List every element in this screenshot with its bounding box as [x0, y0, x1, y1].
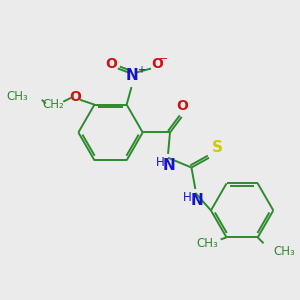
Text: N: N [126, 68, 139, 83]
Text: CH₃: CH₃ [6, 90, 28, 103]
Text: H: H [183, 191, 192, 204]
Text: H: H [156, 156, 165, 169]
Text: −: − [159, 54, 168, 64]
Text: CH₂: CH₂ [43, 98, 64, 111]
Text: O: O [105, 57, 117, 71]
Text: O: O [151, 57, 163, 71]
Text: +: + [137, 65, 146, 76]
Text: O: O [69, 90, 81, 104]
Text: N: N [191, 193, 204, 208]
Text: O: O [177, 99, 189, 113]
Text: S: S [212, 140, 223, 155]
Text: CH₃: CH₃ [196, 237, 218, 250]
Text: N: N [163, 158, 176, 173]
Text: CH₃: CH₃ [273, 244, 295, 258]
